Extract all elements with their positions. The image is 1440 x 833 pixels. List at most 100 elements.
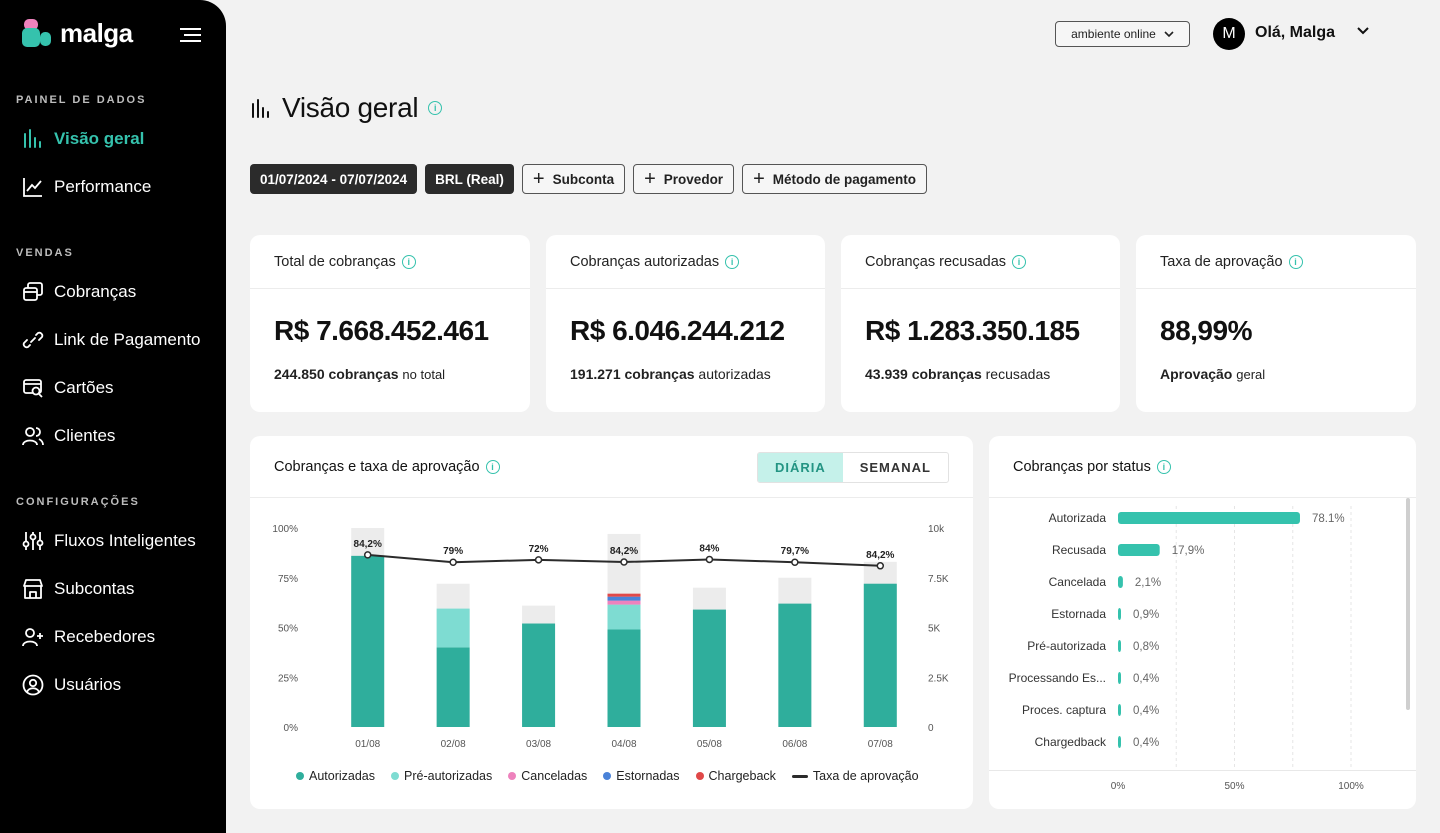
legend-item[interactable]: Chargeback bbox=[695, 769, 776, 783]
category-label: Chargedback bbox=[1035, 735, 1107, 749]
sidebar-item-clientes[interactable]: Clientes bbox=[22, 422, 115, 450]
kpi-card-recusadas: Cobranças recusadas i R$ 1.283.350.185 43… bbox=[841, 235, 1120, 412]
store-icon bbox=[23, 579, 43, 599]
brand-logo[interactable]: malga bbox=[22, 18, 133, 49]
menu-toggle-icon[interactable] bbox=[180, 26, 202, 44]
kpi-subtext: 244.850 cobranças no total bbox=[274, 366, 446, 382]
user-greeting[interactable]: Olá, Malga bbox=[1255, 24, 1336, 41]
sidebar-item-label: Subcontas bbox=[54, 579, 135, 598]
scrollbar-thumb[interactable] bbox=[1406, 498, 1410, 710]
toggle-daily[interactable]: DIÁRIA bbox=[757, 453, 843, 482]
user-plus-icon bbox=[22, 628, 43, 647]
date-range-filter[interactable]: 01/07/2024 - 07/07/2024 bbox=[250, 164, 418, 194]
bar-segment bbox=[607, 593, 641, 597]
link-icon bbox=[22, 331, 44, 349]
status-bar bbox=[1118, 672, 1121, 684]
sidebar-item-subcontas[interactable]: Subcontas bbox=[22, 575, 134, 603]
sidebar-item-visao-geral[interactable]: Visão geral bbox=[22, 125, 144, 153]
sidebar: malga PAINEL DE DADOS Visão geral Perfor… bbox=[0, 0, 226, 833]
y-left-tick-label: 25% bbox=[278, 673, 298, 684]
legend-item[interactable]: Pré-autorizadas bbox=[391, 769, 492, 783]
sidebar-item-performance[interactable]: Performance bbox=[22, 173, 151, 201]
add-subaccount-filter-button[interactable]: + Subconta bbox=[521, 164, 626, 194]
bar-segment bbox=[436, 647, 470, 727]
filter-label: Subconta bbox=[552, 171, 615, 187]
sidebar-item-cartoes[interactable]: Cartões bbox=[22, 374, 114, 402]
sidebar-item-label: Cobranças bbox=[54, 282, 137, 301]
legend-item[interactable]: Estornadas bbox=[603, 769, 680, 783]
approval-rate-label: 79% bbox=[443, 546, 463, 557]
info-icon[interactable]: i bbox=[1156, 459, 1171, 474]
sidebar-item-usuarios[interactable]: Usuários bbox=[22, 671, 121, 699]
sidebar-item-label: Cartões bbox=[54, 378, 114, 397]
period-toggle: DIÁRIA SEMANAL bbox=[756, 452, 949, 483]
sidebar-item-fluxos[interactable]: Fluxos Inteligentes bbox=[22, 527, 196, 555]
x-tick-label: 06/08 bbox=[782, 739, 807, 750]
chart-legend: Autorizadas Pré-autorizadas Canceladas E… bbox=[296, 769, 919, 783]
info-icon[interactable]: i bbox=[725, 254, 740, 269]
value-label: 78.1% bbox=[1312, 513, 1345, 525]
kpi-value: R$ 1.283.350.185 bbox=[865, 315, 1080, 346]
info-icon[interactable]: i bbox=[401, 254, 416, 269]
info-icon[interactable]: i bbox=[1012, 254, 1027, 269]
y-left-tick-label: 0% bbox=[284, 723, 299, 734]
bar-segment bbox=[863, 583, 897, 727]
environment-select[interactable]: ambiente online bbox=[1055, 21, 1190, 47]
sidebar-item-label: Usuários bbox=[54, 675, 122, 694]
legend-item[interactable]: Taxa de aprovação bbox=[791, 769, 919, 783]
plus-icon: + bbox=[644, 168, 656, 190]
bar-segment bbox=[692, 609, 726, 727]
kpi-subtext: Aprovação geral bbox=[1160, 366, 1266, 382]
category-label: Processando Es... bbox=[1009, 671, 1106, 685]
approval-rate-label: 72% bbox=[529, 544, 549, 555]
info-icon[interactable]: i bbox=[428, 101, 443, 115]
sidebar-item-label: Clientes bbox=[54, 426, 116, 445]
status-bar bbox=[1118, 704, 1121, 716]
kpi-subtext: 191.271 cobranças autorizadas bbox=[570, 366, 771, 382]
value-label: 0,9% bbox=[1133, 609, 1159, 621]
add-payment-method-filter-button[interactable]: + Método de pagamento bbox=[742, 164, 928, 194]
bar-segment bbox=[351, 555, 385, 727]
info-icon[interactable]: i bbox=[485, 459, 500, 474]
add-provider-filter-button[interactable]: + Provedor bbox=[633, 164, 735, 194]
category-label: Recusada bbox=[1052, 543, 1106, 557]
sidebar-item-recebedores[interactable]: Recebedores bbox=[22, 623, 155, 651]
approval-rate-label: 84,2% bbox=[354, 539, 382, 550]
status-bar bbox=[1118, 640, 1121, 652]
approval-rate-point bbox=[363, 551, 372, 559]
approval-rate-label: 84,2% bbox=[866, 550, 894, 561]
x-tick-label: 05/08 bbox=[697, 739, 722, 750]
sidebar-item-label: Visão geral bbox=[54, 129, 145, 148]
status-bar-chart: Autorizada 78.1% Recusada 17,9% Cancelada 2,1… bbox=[989, 498, 1416, 792]
chevron-down-icon[interactable] bbox=[1356, 26, 1370, 36]
info-icon[interactable]: i bbox=[1288, 254, 1303, 269]
category-label: Pré-autorizada bbox=[1027, 639, 1106, 653]
avatar[interactable]: M bbox=[1213, 18, 1245, 50]
sidebar-item-link-pagamento[interactable]: Link de Pagamento bbox=[22, 326, 201, 354]
chart-title: Cobranças por status bbox=[1013, 458, 1151, 475]
page-title-text: Visão geral bbox=[282, 92, 419, 123]
y-right-tick-label: 2.5K bbox=[928, 673, 949, 684]
plus-icon: + bbox=[532, 168, 545, 190]
chart-title: Cobranças e taxa de aprovação bbox=[274, 458, 480, 475]
bar-segment bbox=[436, 608, 470, 648]
legend-item[interactable]: Autorizadas bbox=[296, 769, 375, 783]
legend-item[interactable]: Canceladas bbox=[508, 769, 587, 783]
kpi-card-total: Total de cobranças i R$ 7.668.452.461 244… bbox=[250, 235, 530, 412]
category-label: Estornada bbox=[1051, 607, 1106, 621]
chart-card-status: Cobranças por status i Autorizada 78.1% Rec… bbox=[989, 436, 1416, 809]
section-title-painel: PAINEL DE DADOS bbox=[16, 94, 147, 106]
y-right-tick-label: 10k bbox=[928, 524, 945, 535]
x-tick-label: 0% bbox=[1111, 781, 1126, 792]
toggle-weekly[interactable]: SEMANAL bbox=[859, 460, 931, 475]
section-title-configuracoes: CONFIGURAÇÕES bbox=[16, 496, 140, 508]
bar-chart-icon bbox=[24, 129, 41, 148]
category-label: Autorizada bbox=[1049, 511, 1107, 525]
kpi-value: 88,99% bbox=[1160, 315, 1252, 346]
approval-rate-label: 84% bbox=[699, 543, 719, 554]
value-label: 0,4% bbox=[1133, 737, 1159, 749]
sidebar-item-cobrancas[interactable]: Cobranças bbox=[22, 278, 136, 306]
currency-filter[interactable]: BRL (Real) bbox=[425, 164, 514, 194]
y-left-tick-label: 75% bbox=[278, 574, 298, 585]
x-tick-label: 01/08 bbox=[355, 739, 380, 750]
